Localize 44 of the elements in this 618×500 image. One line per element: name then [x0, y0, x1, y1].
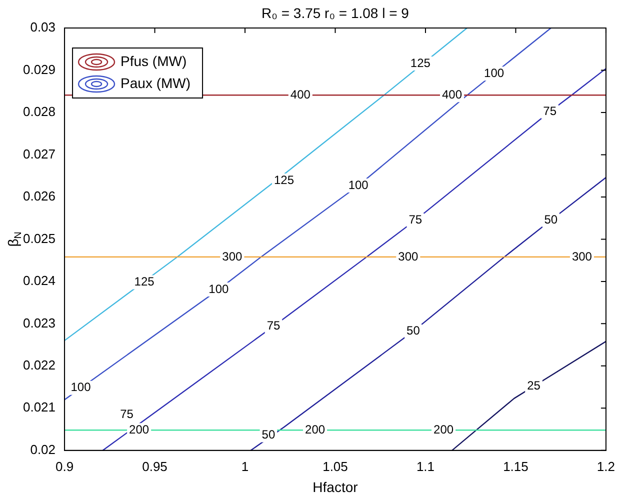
annotation: 75	[543, 104, 557, 118]
x-axis-title: Hfactor	[312, 478, 358, 495]
x-tick-label: 1.15	[503, 458, 528, 474]
y-axis-title: βN	[4, 232, 24, 247]
y-tick-label: 0.021	[22, 400, 56, 415]
annotation: 300	[222, 249, 243, 264]
x-tick-label: 1.05	[322, 458, 348, 474]
annotation: 200	[305, 422, 326, 436]
annotation: 125	[410, 56, 431, 70]
y-tick-label: 0.02	[30, 442, 56, 457]
annotation: 75	[266, 318, 281, 333]
y-tick-label: 0.027	[22, 146, 56, 162]
annotation: 125	[134, 274, 155, 289]
legend-label: Paux (MW)	[120, 74, 191, 91]
annotation: 25	[527, 378, 541, 393]
chart-title: R₀ = 3.75 r₀ = 1.08 l = 9	[262, 4, 410, 21]
annotation: 50	[262, 428, 276, 442]
annotation: 400	[290, 87, 311, 102]
annotation: 125	[274, 172, 294, 187]
annotation: 200	[129, 422, 150, 436]
y-tick-label: 0.029	[22, 62, 56, 77]
annotation: 300	[572, 249, 592, 264]
y-tick-label: 0.022	[22, 358, 56, 372]
legend-label: Pfus (MW)	[120, 52, 187, 69]
annotation: 300	[398, 249, 418, 264]
y-tick-label: 0.023	[22, 315, 56, 330]
x-tick-label: 1.1	[416, 458, 435, 474]
annotation: 100	[484, 66, 504, 80]
annotation: 75	[120, 406, 134, 421]
y-tick-label: 0.024	[22, 273, 56, 288]
annotation: 400	[442, 87, 462, 102]
annotation: 50	[406, 324, 420, 338]
annotation: 100	[70, 380, 92, 394]
y-tick-label: 0.026	[22, 188, 56, 204]
y-tick-label: 0.028	[22, 104, 56, 120]
x-tick-label: 0.9	[55, 458, 74, 474]
annotation: 200	[434, 422, 454, 436]
y-tick-label: 0.03	[30, 20, 56, 35]
x-tick-label: 0.95	[142, 458, 168, 474]
y-tick-label: 0.025	[22, 230, 56, 246]
annotation: 50	[544, 212, 558, 227]
annotation: 75	[408, 212, 422, 227]
x-tick-label: 1.2	[596, 458, 616, 474]
x-tick-label: 1	[241, 458, 249, 474]
